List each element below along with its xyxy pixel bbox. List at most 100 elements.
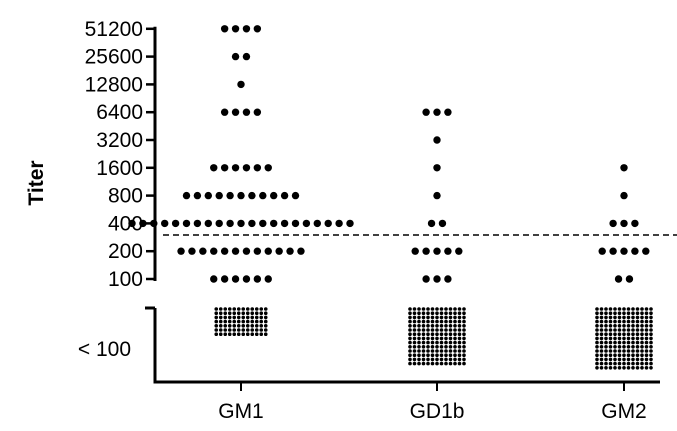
below-100-point-gd1b (426, 324, 430, 328)
data-point-gm1 (242, 164, 251, 172)
below-100-point-gm1 (263, 328, 268, 332)
data-point-gd1b (433, 164, 441, 172)
below-100-point-gd1b (462, 332, 466, 337)
below-100-point-gd1b (453, 353, 457, 358)
below-100-point-gm2 (635, 307, 640, 311)
data-point-gd1b (427, 219, 436, 228)
below-100-point-gm2 (595, 336, 599, 341)
below-100-point-gd1b (421, 311, 426, 316)
y-tick-label: 1600 (96, 157, 143, 180)
below-100-point-gm2 (631, 336, 635, 341)
below-100-point-gd1b (408, 357, 412, 362)
below-100-point-gm2 (608, 311, 613, 316)
data-point-gm1 (231, 108, 240, 116)
below-100-point-gm2 (613, 311, 617, 316)
below-100-point-gd1b (430, 307, 435, 311)
y-tick-label: 3200 (96, 129, 143, 152)
below-100-point-gm1 (254, 332, 259, 337)
below-100-point-gm2 (649, 328, 653, 332)
below-100-point-gm2 (604, 336, 608, 341)
data-point-gm1 (242, 247, 251, 255)
below-100-point-gm1 (227, 319, 232, 324)
below-100-point-gd1b (453, 311, 457, 316)
below-100-point-gd1b (421, 357, 426, 362)
below-100-point-gm2 (640, 366, 644, 370)
below-100-point-gm2 (604, 361, 608, 366)
below-100-point-gm2 (640, 332, 644, 337)
below-100-point-gd1b (435, 324, 439, 328)
below-100-point-gm1 (214, 319, 219, 324)
y-ticks: 100 200 400 800 1600 3200 6400 12800 25600 51200 <… (78, 18, 155, 361)
below-100-point-gm2 (635, 328, 640, 332)
below-100-point-gm2 (617, 328, 622, 332)
below-100-point-gd1b (444, 336, 448, 341)
below-100-point-gd1b (462, 319, 466, 324)
below-100-point-gd1b (426, 336, 430, 341)
below-100-point-gd1b (430, 361, 435, 366)
below-100-point-gd1b (435, 340, 439, 345)
data-point-gm1 (259, 191, 267, 200)
data-point-gm1 (297, 247, 305, 255)
below-100-point-gm2 (608, 340, 613, 345)
data-point-gm1 (335, 219, 343, 228)
x-categories: GM1 GD1b GM2 (218, 400, 647, 423)
below-100-point-gm1 (236, 332, 241, 337)
below-100-point-gd1b (435, 315, 439, 320)
below-100-point-gm2 (649, 336, 653, 341)
data-point-gm1 (204, 219, 212, 228)
below-100-point-gm2 (613, 361, 617, 366)
below-100-point-gm1 (250, 311, 255, 316)
below-100-point-gd1b (439, 315, 444, 320)
data-point-gm1 (264, 164, 272, 172)
below-100-point-gd1b (457, 332, 462, 337)
below-100-point-gm1 (245, 319, 250, 324)
below-100-point-gd1b (435, 319, 439, 324)
below-100-point-gm2 (599, 357, 604, 362)
data-point-gm1 (220, 25, 229, 33)
below-100-point-gm2 (622, 332, 626, 337)
below-100-point-gd1b (453, 319, 457, 324)
below-100-point-gd1b (457, 336, 462, 341)
below-100-point-gd1b (435, 332, 439, 337)
below-100-point-gd1b (430, 340, 435, 345)
below-100-point-gm2 (595, 324, 599, 328)
below-100-point-gm2 (595, 340, 599, 345)
below-100-point-gm2 (631, 349, 635, 353)
below-100-point-gm2 (644, 349, 649, 353)
below-100-point-gm1 (259, 324, 264, 328)
y-tick-label: 200 (108, 240, 143, 263)
y-tick-label: 6400 (96, 101, 143, 124)
data-point-gd1b (444, 108, 452, 116)
below-100-point-gd1b (417, 315, 421, 320)
below-100-point-gm2 (649, 349, 653, 353)
data-point-gm2 (625, 275, 634, 283)
below-100-point-gm2 (635, 357, 640, 362)
below-100-point-gm2 (640, 361, 644, 366)
data-point-gm1 (139, 219, 147, 228)
below-100-point-gd1b (457, 345, 462, 349)
below-100-point-gd1b (412, 328, 417, 332)
below-100-point-gd1b (421, 340, 426, 345)
below-100-point-gd1b (426, 353, 430, 358)
data-point-gm2 (620, 191, 628, 200)
below-100-point-gd1b (421, 361, 426, 366)
below-100-point-gd1b (448, 315, 453, 320)
below-100-point-gm1 (263, 332, 268, 337)
below-100-point-gd1b (417, 324, 421, 328)
below-100-point-gm2 (599, 328, 604, 332)
below-100-point-gd1b (421, 353, 426, 358)
data-point-gm1 (259, 219, 267, 228)
below-100-point-gm2 (604, 324, 608, 328)
below-100-point-gd1b (412, 345, 417, 349)
below-100-point-gm2 (608, 319, 613, 324)
data-point-gm2 (620, 164, 628, 172)
y-tick-label: 51200 (85, 18, 143, 41)
below-100-point-gd1b (426, 361, 430, 366)
data-point-gm1 (199, 247, 207, 255)
below-100-point-gm2 (644, 324, 649, 328)
below-100-point-gm2 (595, 361, 599, 366)
below-100-point-gm2 (617, 366, 622, 370)
below-100-point-gm2 (622, 315, 626, 320)
data-point-gm1 (346, 219, 354, 228)
below-100-point-gd1b (462, 340, 466, 345)
